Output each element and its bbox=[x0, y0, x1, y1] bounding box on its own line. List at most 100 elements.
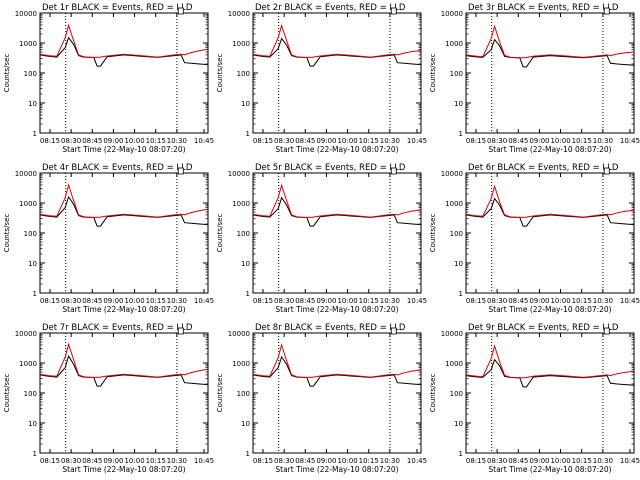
x-tick-label: 08:45 bbox=[82, 137, 102, 145]
y-axis-label: Counts/sec bbox=[3, 374, 11, 413]
flag-box bbox=[603, 167, 610, 175]
x-tick-label: 09:00 bbox=[103, 297, 123, 305]
x-tick-label: 10:45 bbox=[407, 457, 427, 465]
y-tick-label: 1000 bbox=[445, 40, 463, 48]
plot-frame bbox=[252, 332, 422, 454]
x-tick-label: 08:15 bbox=[40, 137, 60, 145]
y-tick-label: 1000 bbox=[19, 360, 37, 368]
chart-panel: Det 9r BLACK = Events, RED = LLD Counts/s… bbox=[429, 323, 640, 474]
x-tick-label: 08:15 bbox=[253, 297, 273, 305]
x-tick-label: 10:15 bbox=[359, 137, 379, 145]
chart-panel: Det 5r BLACK = Events, RED = LLD Counts/s… bbox=[216, 163, 427, 314]
chart-panel: Det 4r BLACK = Events, RED = LLD Counts/s… bbox=[3, 163, 214, 314]
flag-box bbox=[390, 167, 397, 175]
y-tick-label: 100 bbox=[237, 390, 250, 398]
y-tick-label: 10000 bbox=[15, 330, 37, 338]
x-tick-label: 08:15 bbox=[466, 297, 486, 305]
x-tick-label: 10:00 bbox=[124, 137, 144, 145]
plot-frame bbox=[39, 12, 209, 134]
flag-box bbox=[390, 327, 397, 335]
plot-frame bbox=[39, 332, 209, 454]
x-axis-label: Start Time (22-May-10 08:07:20) bbox=[275, 145, 398, 154]
x-tick-label: 09:00 bbox=[103, 137, 123, 145]
x-tick-label: 08:30 bbox=[61, 137, 81, 145]
events-series-line bbox=[465, 358, 635, 388]
panel-title: Det 6r BLACK = Events, RED = LLD bbox=[468, 163, 619, 173]
x-tick-label: 10:00 bbox=[337, 297, 357, 305]
x-tick-label: 10:30 bbox=[380, 457, 400, 465]
x-tick-label: 10:15 bbox=[572, 137, 592, 145]
x-tick-label: 10:45 bbox=[194, 137, 214, 145]
x-tick-label: 10:00 bbox=[124, 457, 144, 465]
x-tick-label: 10:30 bbox=[167, 297, 187, 305]
x-tick-label: 08:30 bbox=[61, 457, 81, 465]
lld-series-line bbox=[252, 23, 422, 58]
y-tick-label: 10000 bbox=[441, 170, 463, 178]
y-tick-label: 10000 bbox=[228, 170, 250, 178]
y-tick-label: 10 bbox=[241, 100, 250, 108]
y-tick-label: 1 bbox=[246, 450, 250, 458]
y-axis-label: Counts/sec bbox=[3, 214, 11, 253]
x-tick-label: 10:15 bbox=[146, 137, 166, 145]
chart-panel: Det 8r BLACK = Events, RED = LLD Counts/s… bbox=[216, 323, 427, 474]
chart-panel: Det 1r BLACK = Events, RED = LLD Counts/s… bbox=[3, 3, 214, 154]
flag-box bbox=[603, 7, 610, 15]
plot-frame bbox=[465, 172, 635, 294]
x-tick-label: 08:15 bbox=[40, 297, 60, 305]
x-tick-label: 10:00 bbox=[337, 457, 357, 465]
events-series-line bbox=[39, 354, 209, 387]
panel-title: Det 9r BLACK = Events, RED = LLD bbox=[468, 323, 619, 333]
chart-panel: Det 7r BLACK = Events, RED = LLD Counts/s… bbox=[3, 323, 214, 474]
y-tick-label: 100 bbox=[237, 70, 250, 78]
x-tick-label: 10:45 bbox=[620, 457, 640, 465]
x-tick-label: 09:00 bbox=[316, 457, 336, 465]
lld-series-line bbox=[465, 24, 635, 59]
x-tick-label: 08:30 bbox=[274, 457, 294, 465]
plot-frame bbox=[252, 172, 422, 294]
y-tick-label: 1 bbox=[459, 450, 463, 458]
y-tick-label: 10 bbox=[454, 100, 463, 108]
x-tick-label: 10:30 bbox=[167, 457, 187, 465]
y-tick-label: 100 bbox=[450, 70, 463, 78]
x-tick-label: 08:45 bbox=[508, 297, 528, 305]
x-axis-label: Start Time (22-May-10 08:07:20) bbox=[275, 465, 398, 474]
flag-box bbox=[603, 327, 610, 335]
x-tick-label: 10:30 bbox=[593, 297, 613, 305]
x-tick-label: 08:45 bbox=[295, 297, 315, 305]
lld-series-line bbox=[465, 184, 635, 218]
events-series-line bbox=[252, 37, 422, 67]
x-tick-label: 08:45 bbox=[295, 137, 315, 145]
y-tick-label: 100 bbox=[24, 70, 37, 78]
panel-title: Det 5r BLACK = Events, RED = LLD bbox=[255, 163, 406, 173]
x-tick-label: 08:15 bbox=[466, 137, 486, 145]
x-tick-label: 08:30 bbox=[61, 297, 81, 305]
panel-title: Det 2r BLACK = Events, RED = LLD bbox=[255, 3, 406, 13]
chart-panel: Det 2r BLACK = Events, RED = LLD Counts/s… bbox=[216, 3, 427, 154]
x-axis-label: Start Time (22-May-10 08:07:20) bbox=[488, 145, 611, 154]
x-tick-label: 08:15 bbox=[466, 457, 486, 465]
chart-panel: Det 3r BLACK = Events, RED = LLD Counts/s… bbox=[429, 3, 640, 154]
lld-series-line bbox=[252, 343, 422, 378]
y-axis-label: Counts/sec bbox=[216, 54, 224, 93]
flag-box bbox=[177, 167, 184, 175]
x-tick-label: 10:15 bbox=[572, 457, 592, 465]
y-tick-label: 10 bbox=[241, 260, 250, 268]
x-tick-label: 08:30 bbox=[487, 297, 507, 305]
x-tick-label: 08:30 bbox=[274, 297, 294, 305]
plot-frame bbox=[465, 332, 635, 454]
y-axis-label: Counts/sec bbox=[429, 214, 437, 253]
x-tick-label: 10:30 bbox=[593, 457, 613, 465]
x-tick-label: 10:00 bbox=[337, 137, 357, 145]
y-tick-label: 10000 bbox=[441, 330, 463, 338]
events-series-line bbox=[252, 355, 422, 387]
x-tick-label: 10:30 bbox=[167, 137, 187, 145]
x-axis-label: Start Time (22-May-10 08:07:20) bbox=[488, 465, 611, 474]
plot-frame bbox=[39, 172, 209, 294]
y-axis-label: Counts/sec bbox=[429, 54, 437, 93]
x-axis-label: Start Time (22-May-10 08:07:20) bbox=[275, 305, 398, 314]
y-tick-label: 1000 bbox=[19, 40, 37, 48]
y-tick-label: 1 bbox=[246, 130, 250, 138]
x-tick-label: 10:30 bbox=[380, 137, 400, 145]
x-tick-label: 09:00 bbox=[529, 297, 549, 305]
x-tick-label: 09:00 bbox=[529, 457, 549, 465]
